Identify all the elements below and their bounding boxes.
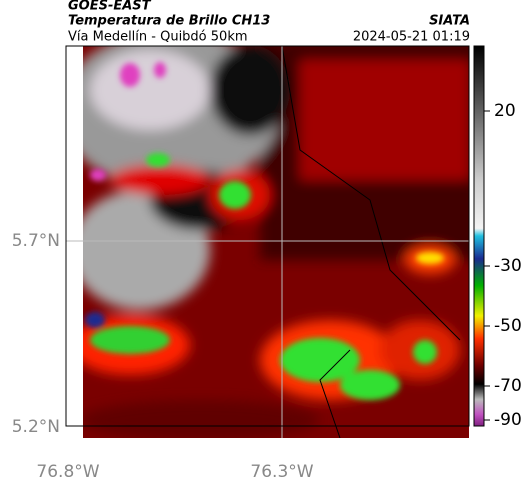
lat-tick-label: 5.2°N [12,417,60,437]
title: Temperatura de Brillo CH13 [68,14,270,29]
colorbar-tick-label: -30 [494,256,522,276]
colorbar-tick-label: -50 [494,316,522,336]
credit: SIATA [429,14,470,29]
map-frame [65,45,470,427]
colorbar-ticks: 20 -30 -50 -70 -90 [484,101,522,430]
source: GOES-EAST [68,0,152,14]
subtitle: Vía Medellín - Quibdó 50km [68,30,248,45]
lon-tick-label: 76.8°W [36,462,99,482]
colorbar-tick-label: -90 [494,410,522,430]
lat-tick-label: 5.7°N [12,231,60,251]
colorbar-tick-label: -70 [494,376,522,396]
lon-tick-label: 76.3°W [250,462,313,482]
border [281,46,461,438]
satellite-image [83,46,469,438]
colorbar-tick-label: 20 [494,101,516,121]
datetime: 2024-05-21 01:19 [353,30,470,45]
colorbar [473,45,485,427]
